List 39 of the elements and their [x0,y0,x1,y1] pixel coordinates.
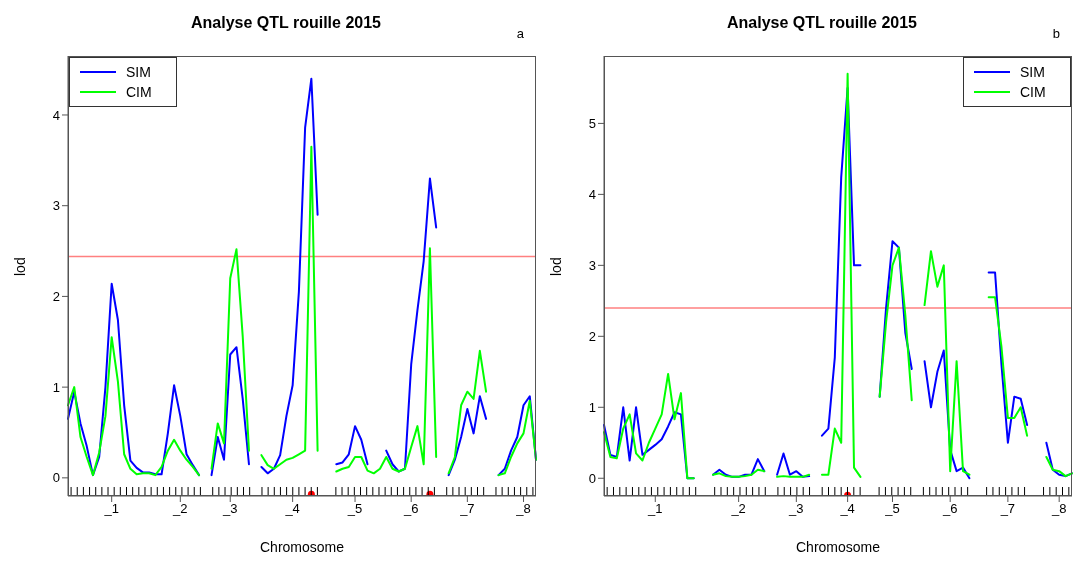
x-tick-label: _3 [222,501,238,517]
y-axis-title: lod [547,257,564,276]
x-tick-label: _4 [284,501,300,517]
x-tick-label: _3 [788,501,804,517]
y-tick-label: 3 [52,198,60,214]
text: a [516,26,524,41]
y-tick-label: 3 [588,257,596,273]
y-tick-label: 0 [588,470,596,486]
y-tick-label: 5 [588,116,596,132]
legend-label: SIM [126,64,151,80]
legend-label: SIM [1020,64,1045,80]
x-axis-title: Chromosome [795,539,881,555]
x-tick-label: _8 [515,501,531,517]
x-tick-label: _1 [647,501,663,517]
chart-title: Analyse QTL rouille 2015 [190,14,381,31]
y-tick-label: 1 [52,379,60,395]
y-tick-label: 4 [52,107,60,123]
y-tick-label: 1 [588,399,596,415]
legend-label: CIM [1020,84,1046,100]
y-tick-label: 2 [52,289,60,305]
x-axis-title: Chromosome [259,539,345,555]
x-tick-label: _6 [941,501,958,517]
x-tick-label: _7 [459,501,475,517]
y-tick-label: 4 [588,187,596,202]
x-tick-label: _8 [1050,501,1067,517]
x-tick-label: _7 [999,501,1016,517]
x-tick-label: _5 [884,501,900,517]
x-tick-label: _6 [402,501,419,517]
x-tick-label: _2 [730,501,746,517]
x-tick-label: _5 [346,501,363,517]
x-tick-label: _1 [103,501,119,517]
x-tick-label: _2 [172,501,188,517]
legend-label: CIM [126,84,152,100]
y-tick-label: 0 [52,470,60,486]
x-tick-label: _4 [839,501,855,517]
y-tick-label: 2 [588,328,596,344]
text: b [1052,26,1060,41]
chart-title: Analyse QTL rouille 2015 [726,14,917,31]
y-axis-title: lod [11,257,28,276]
